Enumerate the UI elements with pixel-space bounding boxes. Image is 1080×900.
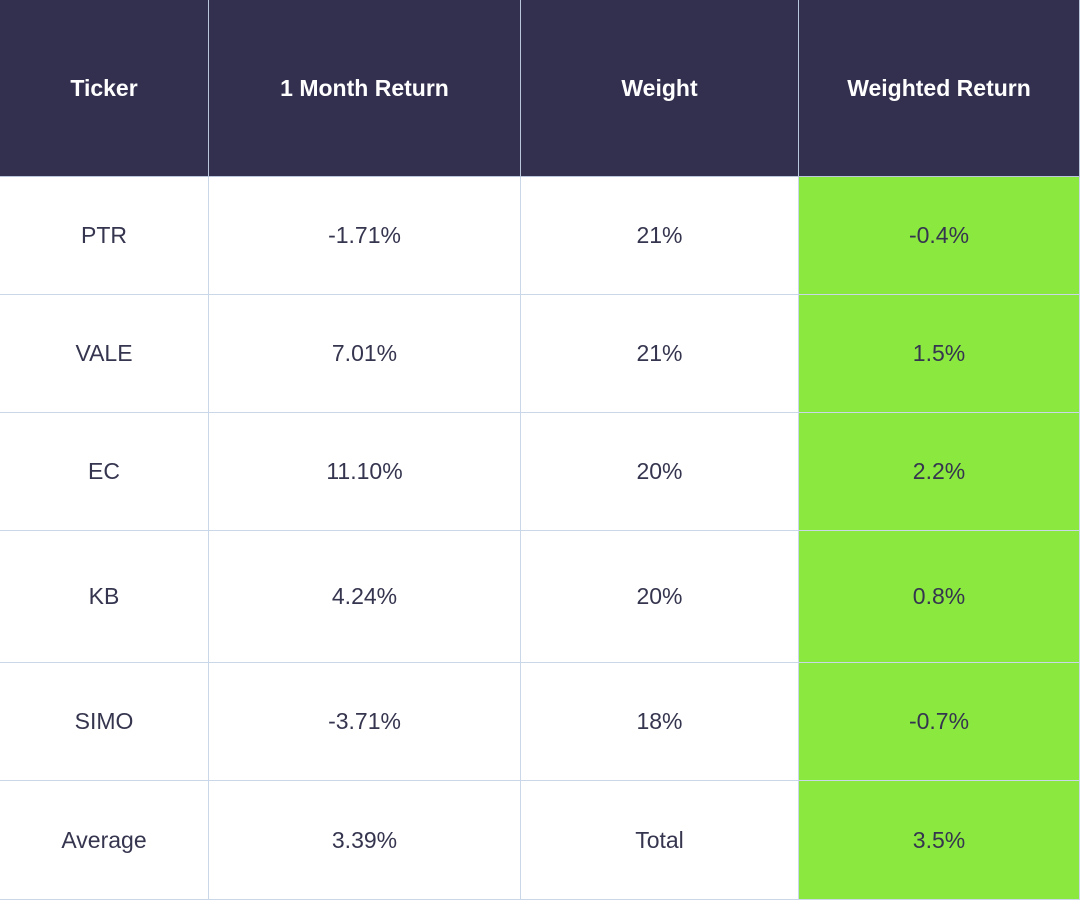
table-cell: 2.2% (799, 413, 1080, 531)
table-cell: 18% (521, 663, 799, 781)
table-cell: 7.01% (209, 295, 521, 413)
table-cell: 21% (521, 295, 799, 413)
table-cell: 1.5% (799, 295, 1080, 413)
table-cell: SIMO (0, 663, 209, 781)
table-cell: 20% (521, 413, 799, 531)
table-cell: -3.71% (209, 663, 521, 781)
table-cell: 3.5% (799, 781, 1080, 900)
table-cell: VALE (0, 295, 209, 413)
table-cell: PTR (0, 177, 209, 295)
table-cell: 21% (521, 177, 799, 295)
table-cell: -0.7% (799, 663, 1080, 781)
table-cell: -0.4% (799, 177, 1080, 295)
header-cell: Weighted Return (799, 0, 1080, 177)
table-cell: EC (0, 413, 209, 531)
header-cell: Weight (521, 0, 799, 177)
table-cell: 4.24% (209, 531, 521, 663)
table-cell: 11.10% (209, 413, 521, 531)
table-cell: 0.8% (799, 531, 1080, 663)
header-cell: 1 Month Return (209, 0, 521, 177)
table-cell: KB (0, 531, 209, 663)
table-cell: -1.71% (209, 177, 521, 295)
table-cell: 20% (521, 531, 799, 663)
header-cell: Ticker (0, 0, 209, 177)
table-cell: Average (0, 781, 209, 900)
table-cell: 3.39% (209, 781, 521, 900)
table-cell: Total (521, 781, 799, 900)
